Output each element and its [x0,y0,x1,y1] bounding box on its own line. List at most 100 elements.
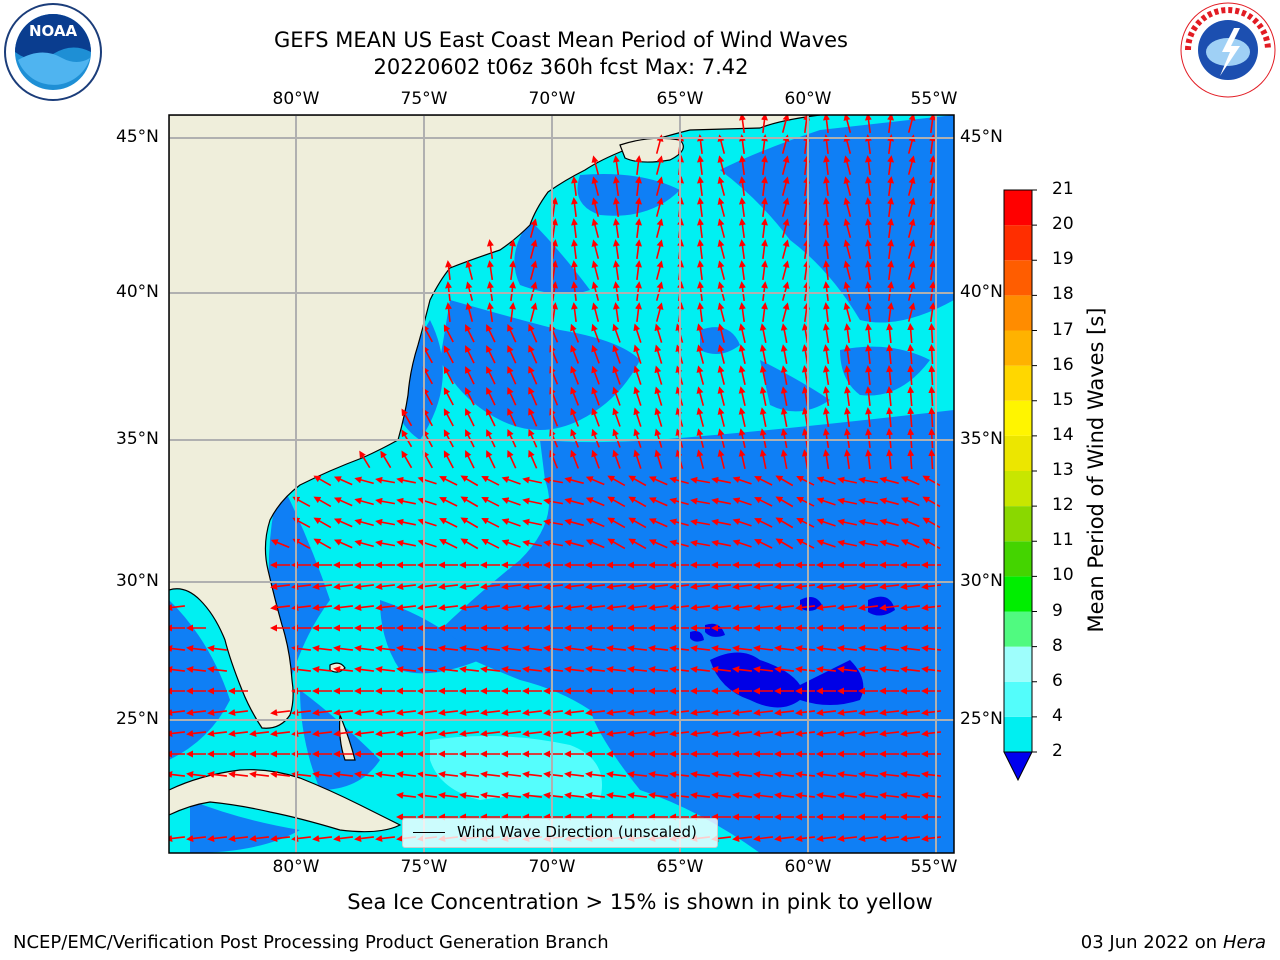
colorbar-segment [1004,295,1032,331]
direction-arrow [886,407,894,428]
direction-arrow [732,645,752,652]
lon-label-bottom-80w: 80°W [272,857,320,877]
direction-arrow [591,302,600,322]
legend-line-swatch [413,832,445,833]
direction-arrow [486,302,494,323]
direction-arrow [879,539,899,548]
direction-arrow [822,449,830,470]
direction-arrow [843,218,852,238]
direction-arrow [795,645,815,652]
direction-arrow [591,407,600,427]
direction-arrow [633,407,642,427]
direction-arrow [501,709,521,716]
direction-arrow [501,583,521,590]
direction-arrow [186,730,206,737]
direction-arrow [528,386,538,406]
direction-arrow [591,239,600,259]
direction-arrow [795,730,815,737]
direction-arrow [759,407,767,427]
direction-arrow [738,365,746,385]
legend-label: Wind Wave Direction (unscaled) [457,823,697,841]
direction-arrow [843,365,851,386]
direction-arrow [732,539,752,548]
direction-arrow [738,218,746,239]
direction-arrow [396,583,416,590]
direction-arrow [571,197,578,217]
direction-arrow [690,539,711,547]
direction-arrow [843,407,851,428]
direction-arrow [606,730,626,737]
direction-arrow [612,323,621,343]
direction-arrow [696,449,705,469]
colorbar-tick-label: 19 [1052,249,1074,270]
direction-arrow [507,365,517,385]
direction-arrow [528,449,538,469]
direction-arrow [922,517,941,529]
direction-arrow [711,645,731,652]
direction-arrow [754,497,773,507]
direction-arrow [754,539,773,549]
direction-arrow [439,518,458,528]
direction-arrow [879,645,899,652]
direction-arrow [501,666,521,673]
direction-arrow [333,666,353,673]
direction-arrow [823,197,830,217]
direction-arrow [169,771,185,778]
direction-arrow [633,386,642,406]
direction-arrow [459,709,479,716]
direction-arrow [501,730,521,737]
direction-arrow [333,835,353,842]
direction-arrow [929,197,937,218]
direction-arrow [169,604,185,611]
direction-arrow [422,450,434,469]
direction-arrow [697,218,704,238]
colorbar-segment [1004,646,1032,682]
direction-arrow [270,730,290,737]
direction-arrow [907,176,916,196]
colorbar-tick-label: 10 [1052,565,1074,586]
direction-arrow [907,365,915,386]
direction-arrow [612,155,620,176]
direction-arrow [753,730,773,737]
direction-arrow [480,771,500,778]
direction-arrow [528,344,538,364]
direction-arrow [865,449,873,469]
direction-arrow [529,260,538,280]
direction-arrow [717,302,726,322]
direction-arrow [822,323,830,344]
direction-arrow [570,323,580,343]
direction-arrow [354,604,374,611]
lon-label-top-65w: 65°W [656,89,704,109]
noaa-logo: NOAA [2,2,104,106]
direction-arrow [443,408,454,427]
direction-arrow [732,771,752,778]
direction-arrow [655,218,664,238]
direction-arrow [907,134,916,154]
direction-arrow [887,218,895,239]
direction-arrow [648,771,668,778]
direction-arrow [312,604,332,611]
direction-arrow [816,518,836,527]
direction-arrow [612,344,621,364]
direction-arrow [570,407,580,427]
direction-arrow [900,835,920,842]
direction-arrow [439,497,458,507]
colorbar-segment [1004,611,1032,647]
direction-arrow [717,449,725,469]
direction-arrow [486,366,496,385]
direction-arrow [843,323,851,344]
colorbar-tick-label: 20 [1052,214,1074,235]
direction-arrow [375,518,396,526]
direction-arrow [522,645,542,652]
direction-arrow [753,709,773,716]
direction-arrow [803,115,811,134]
direction-arrow [460,496,479,508]
direction-arrow [551,218,559,239]
lon-label-bottom-55w: 55°W [910,857,958,877]
direction-arrow [486,450,496,469]
svg-text:NOAA: NOAA [29,22,78,40]
direction-arrow [438,771,458,778]
lat-label-left-45n: 45°N [116,127,159,147]
direction-arrow [655,260,664,280]
direction-arrow [843,197,852,217]
